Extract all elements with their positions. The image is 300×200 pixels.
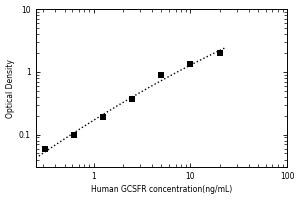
Point xyxy=(217,51,222,55)
Point xyxy=(188,62,193,65)
Point xyxy=(101,115,106,119)
Point xyxy=(72,133,76,136)
Point xyxy=(159,74,164,77)
X-axis label: Human GCSFR concentration(ng/mL): Human GCSFR concentration(ng/mL) xyxy=(91,185,232,194)
Point xyxy=(43,148,47,151)
Y-axis label: Optical Density: Optical Density xyxy=(6,59,15,118)
Point xyxy=(130,97,135,101)
